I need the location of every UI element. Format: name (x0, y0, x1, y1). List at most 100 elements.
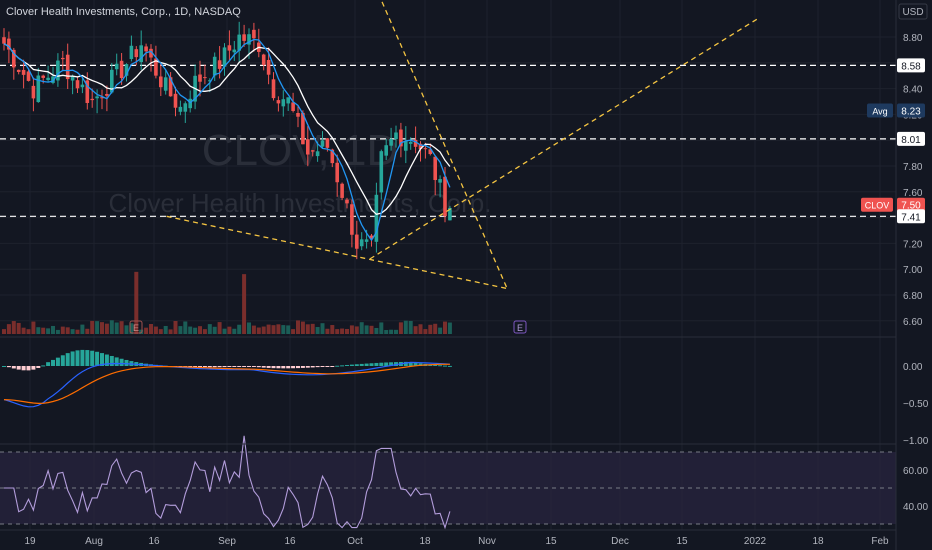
macd-histogram-bar (271, 366, 276, 369)
candle-body (95, 96, 99, 99)
rsi-tick-label: 40.00 (903, 502, 928, 513)
price-tick-label: 7.80 (903, 162, 923, 173)
volume-bar (21, 327, 26, 334)
time-tick-label: 2022 (744, 536, 767, 547)
rsi-axis[interactable]: 60.00 40.00 (903, 466, 928, 513)
candle-body (129, 45, 134, 60)
candle-body (325, 138, 330, 148)
price-tag-text: Avg (872, 107, 887, 117)
candle-body (399, 129, 403, 147)
volume-bar (237, 324, 242, 334)
candle-body (379, 151, 384, 193)
volume-bar (149, 324, 153, 334)
macd-axis[interactable]: 0.00 −0.50 −1.00 (903, 362, 929, 447)
price-label-badge (897, 197, 925, 212)
price-label-text: 8.23 (901, 107, 921, 118)
currency-badge[interactable] (898, 3, 928, 20)
time-tick-label: 19 (24, 536, 36, 547)
macd-histogram-bar (251, 366, 256, 367)
candle-body (266, 59, 271, 75)
macd-histogram-bar (65, 353, 70, 366)
candle-body (198, 74, 202, 82)
macd-histogram-bar (256, 366, 261, 368)
volume-bar (104, 323, 109, 334)
macd-tick-label: 0.00 (903, 362, 923, 373)
rsi-tick-label: 60.00 (903, 466, 928, 477)
volume-bar (251, 325, 256, 334)
macd-histogram-bar (345, 364, 349, 366)
macd-histogram-bar (51, 359, 55, 366)
volume-bar (256, 327, 261, 334)
macd-histogram-bar (217, 366, 222, 368)
macd-histogram-bar (232, 366, 237, 367)
macd-histogram-bar (403, 361, 408, 366)
trendlines[interactable] (166, 0, 760, 290)
macd-histogram-bar (359, 363, 364, 366)
candle-body (306, 139, 310, 155)
earnings-marker-box[interactable] (129, 320, 143, 334)
time-tick-label: 16 (284, 536, 296, 547)
volume-bar (41, 327, 46, 334)
watermark-symbol: CLOV, 1D (202, 126, 398, 175)
macd-histogram-bar (95, 351, 100, 366)
volume-pane (2, 271, 452, 334)
macd-histogram-bar (315, 366, 320, 368)
volume-bar (447, 322, 452, 334)
candle-body (217, 60, 222, 69)
candle-body (359, 239, 364, 247)
time-tick-label: 18 (812, 536, 824, 547)
earnings-marker-label: E (133, 323, 139, 333)
time-tick-label: 18 (419, 536, 431, 547)
macd-histogram-bar (369, 363, 374, 366)
volume-bar (408, 320, 413, 334)
volume-bar (374, 327, 379, 334)
macd-histogram-bar (80, 349, 85, 366)
candle-body (438, 179, 442, 183)
earnings-marker-box[interactable] (513, 320, 527, 334)
candle-body (350, 204, 354, 235)
volume-bar (227, 326, 232, 334)
volume-bar (70, 329, 75, 334)
time-axis[interactable]: 19 Aug 16 Sep 16 Oct 18 Nov 15 Dec 15 2022 18 Feb (24, 536, 889, 547)
candle-body (154, 58, 158, 76)
macd-histogram-bar (286, 366, 291, 369)
volume-bar (276, 324, 281, 334)
candle-body (408, 141, 413, 144)
trendline-upper-wedge[interactable] (375, 0, 508, 289)
volume-bar (266, 324, 271, 334)
candle-body (16, 69, 21, 72)
volume-bar (198, 326, 202, 334)
macd-histogram-bar (60, 355, 65, 366)
candle-body (149, 48, 153, 58)
volume-bar (379, 322, 384, 334)
volume-bar (212, 326, 217, 334)
candle-body (36, 75, 41, 103)
candle-body (448, 207, 452, 221)
volume-bar (222, 328, 227, 334)
trendline-rising-line[interactable] (369, 17, 760, 260)
candle-body (374, 194, 379, 242)
macd-histogram-bar (75, 350, 80, 366)
volume-bar (168, 329, 173, 334)
price-tick-label: 8.40 (903, 85, 923, 96)
volume-bar (207, 324, 212, 334)
time-tick-label: Aug (85, 536, 103, 547)
volume-bar (158, 329, 163, 334)
trendline-lower-wedge[interactable] (166, 215, 508, 290)
macd-histogram-bar (261, 366, 266, 368)
symbol-title[interactable]: Clover Health Investments, Corp., 1D, NA… (6, 6, 241, 18)
price-tick-label: 6.80 (903, 291, 923, 302)
candle-body (242, 34, 246, 41)
rsi-pane (0, 435, 896, 530)
candle-body (247, 34, 251, 45)
volume-bar (315, 327, 320, 334)
price-label-badge (897, 103, 925, 118)
volume-bar (11, 321, 16, 334)
macd-histogram-bar (300, 366, 305, 368)
candle-body (237, 34, 241, 51)
volume-bar (173, 320, 178, 334)
volume-bar (31, 321, 36, 334)
volume-bar (134, 271, 139, 334)
